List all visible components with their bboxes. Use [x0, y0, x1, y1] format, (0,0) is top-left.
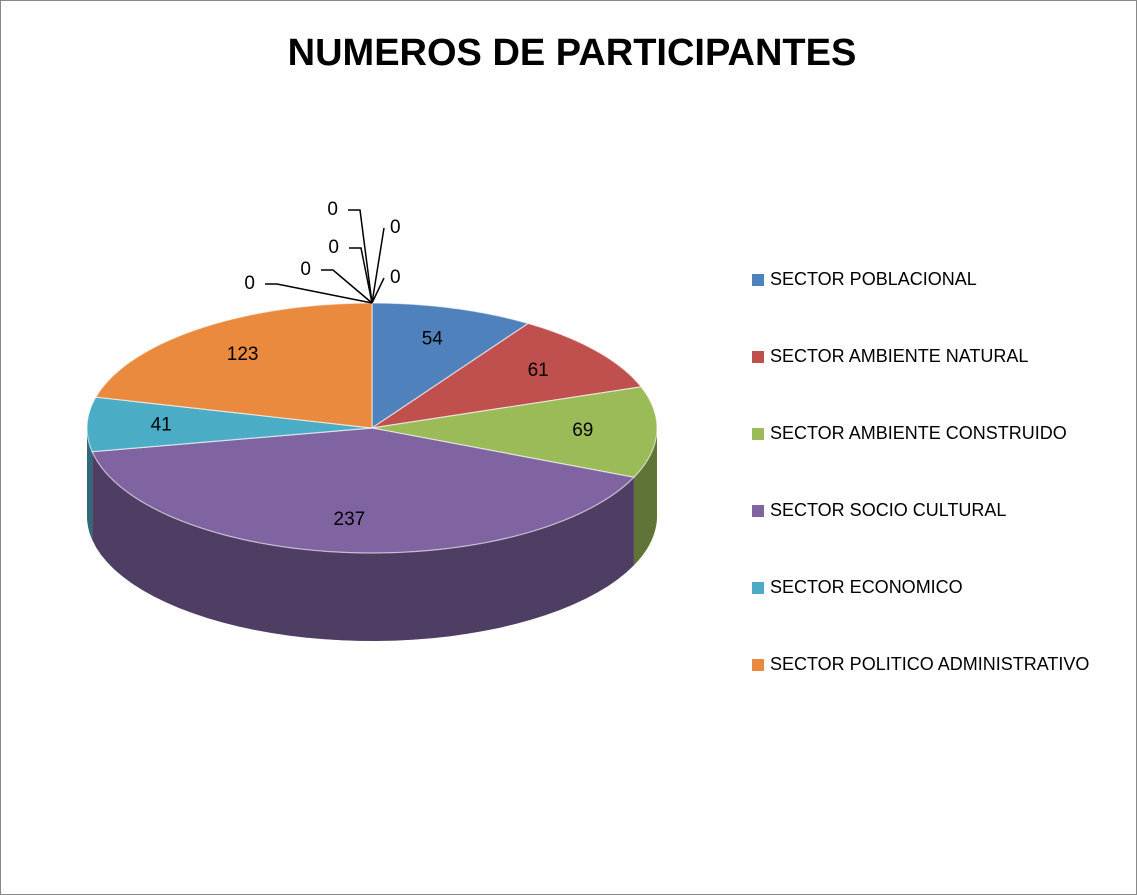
slice: [86, 396, 373, 453]
legend-swatch: [752, 582, 764, 594]
data-label: 237: [334, 509, 366, 530]
legend-label: SECTOR AMBIENTE CONSTRUIDO: [770, 423, 1067, 443]
slice-side: [87, 428, 93, 540]
slice: [371, 386, 658, 478]
data-label: 54: [422, 328, 444, 349]
leader-line: [265, 283, 373, 304]
legend-swatch: [752, 428, 764, 440]
legend-label: SECTOR SOCIO CULTURAL: [770, 500, 1006, 520]
legend-swatch: [752, 351, 764, 363]
data-label: 61: [528, 360, 549, 381]
data-label: 0: [300, 259, 311, 280]
data-label: 123: [227, 344, 259, 365]
leader-line: [348, 209, 373, 304]
slice-side-shade: [633, 428, 657, 566]
data-label: 0: [328, 237, 339, 258]
leader-line: [371, 277, 385, 304]
slice: [91, 427, 636, 554]
data-label: 69: [572, 420, 593, 441]
legend-label: SECTOR POBLACIONAL: [770, 269, 977, 289]
leader-line: [321, 269, 373, 304]
legend-label: SECTOR AMBIENTE NATURAL: [770, 346, 1028, 366]
slice: [371, 302, 530, 430]
legend-swatch: [752, 505, 764, 517]
slice-side-shade: [92, 451, 634, 641]
legend-label: SECTOR POLITICO ADMINISTRATIVO: [770, 654, 1089, 674]
data-label: 0: [244, 273, 255, 294]
chart-title: NUMEROS DE PARTICIPANTES: [288, 32, 857, 74]
data-label: 0: [390, 267, 401, 288]
data-label: 0: [327, 199, 338, 220]
leader-line: [371, 227, 385, 304]
slice-side: [633, 428, 657, 566]
legend-swatch: [752, 274, 764, 286]
slice-side-shade: [87, 428, 93, 540]
leader-line: [349, 247, 373, 304]
legend-swatch: [752, 659, 764, 671]
data-label: 0: [390, 217, 401, 238]
slice-side: [92, 451, 634, 641]
legend-label: SECTOR ECONOMICO: [770, 577, 963, 597]
slice: [371, 322, 643, 429]
slice: [94, 302, 373, 429]
data-label: 41: [151, 414, 172, 435]
